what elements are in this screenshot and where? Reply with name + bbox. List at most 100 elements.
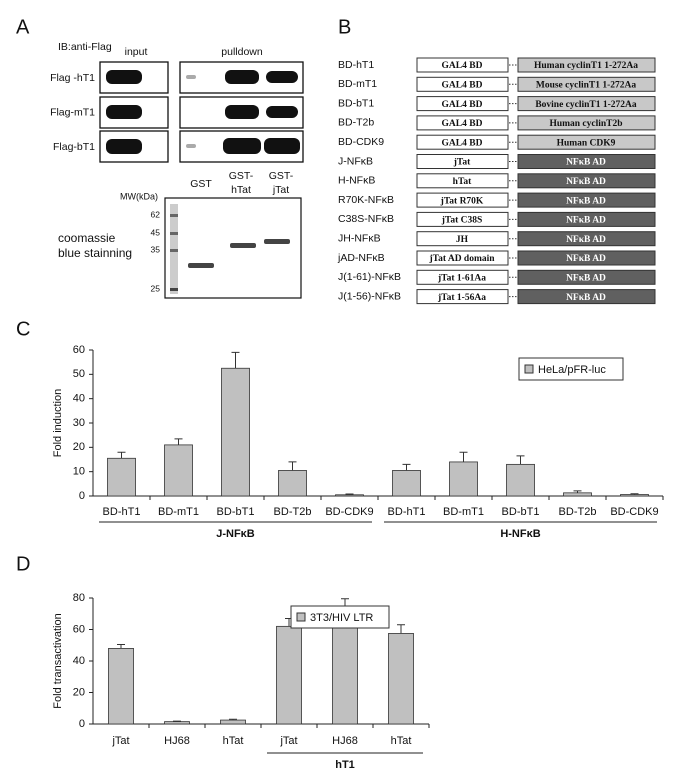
- fusion-label: NFκB AD: [566, 216, 606, 226]
- y-tick-label: 20: [73, 686, 85, 698]
- domain-label: GAL4 BD: [442, 80, 483, 90]
- error-bar: [630, 493, 639, 495]
- error-bar: [573, 490, 582, 493]
- y-tick-label: 10: [73, 466, 85, 478]
- fusion-label: Human cyclinT2b: [549, 119, 622, 129]
- error-bar: [397, 624, 405, 634]
- construct-name: BD-T2b: [338, 117, 374, 129]
- domain-label: GAL4 BD: [442, 119, 483, 129]
- blot-row-label: Flag -hT1: [50, 72, 95, 84]
- x-tick-label: BD-T2b: [274, 506, 312, 518]
- domain-box: [416, 269, 509, 285]
- bar: [276, 625, 302, 725]
- construct-name: J-NFκB: [338, 155, 373, 167]
- construct-name: R70K-NFκB: [338, 194, 394, 206]
- x-tick-label: jTat: [279, 735, 297, 747]
- y-tick-label: 60: [73, 623, 85, 635]
- bar: [563, 492, 592, 497]
- construct-name: jAD-NFκB: [337, 252, 385, 264]
- bar: [506, 463, 535, 497]
- mw-mark: 45: [151, 227, 161, 237]
- panel-letter: B: [338, 16, 351, 38]
- gel-lane-labels: GST GST-hTat GST-jTat: [190, 170, 294, 196]
- y-tick-label: 60: [73, 344, 85, 356]
- y-tick-label: 30: [73, 417, 85, 429]
- blot-bands: [106, 70, 300, 154]
- fusion-box: [517, 154, 656, 169]
- x-tick-label: BD-bT1: [217, 506, 255, 518]
- construct-name: JH-NFκB: [338, 232, 381, 244]
- fusion-box: [517, 76, 656, 92]
- construct-name: BD-bT1: [338, 97, 374, 109]
- blots: [99, 61, 304, 163]
- lane-label: GST: [190, 178, 212, 190]
- blot-frame: [99, 61, 169, 94]
- bar: [164, 444, 193, 497]
- error-bar: [402, 463, 411, 471]
- y-axis-label: Fold transactivation: [52, 613, 64, 708]
- pulldown-label: pulldown: [221, 46, 263, 58]
- x-tick-label: HJ68: [164, 735, 190, 747]
- bar: [221, 367, 250, 497]
- chart: C Fold induction 0 10 20 30 40 50 60 BD-hT1 BD-mT1…: [16, 318, 664, 540]
- bar: [332, 609, 358, 725]
- blot-frame: [179, 96, 304, 129]
- fusion-label: Human CDK9: [557, 138, 616, 148]
- input-label: input: [125, 46, 148, 58]
- domain-label: hTat: [453, 177, 472, 187]
- mw-title: MW(kDa): [120, 191, 158, 201]
- lane-label: GST-: [229, 170, 254, 182]
- domain-box: [416, 76, 509, 92]
- fusion-label: Human cyclinT1 1-272Aa: [534, 61, 638, 71]
- fusion-box: [517, 57, 656, 73]
- fusion-box: [517, 134, 656, 150]
- construct-list: BD-hT1 GAL4 BD Human cyclinT1 1-272Aa BD-mT…: [337, 57, 656, 305]
- marker-band: [170, 249, 178, 252]
- domain-label: GAL4 BD: [442, 61, 483, 71]
- legend-label: HeLa/pFR-luc: [538, 364, 606, 376]
- band: [225, 105, 259, 119]
- fusion-box: [517, 231, 656, 247]
- band: [264, 138, 300, 154]
- domain-box: [416, 231, 509, 247]
- band: [223, 138, 261, 154]
- domain-box: [416, 96, 509, 112]
- fusion-label: Bovine cyclinT1 1-272Aa: [535, 100, 637, 110]
- x-tick-label: hTat: [391, 735, 412, 747]
- fusion-box: [517, 96, 656, 112]
- fusion-box: [517, 211, 656, 227]
- gel-band: [264, 239, 290, 244]
- domain-box: [416, 250, 509, 266]
- stain-line: coomassie: [58, 231, 116, 245]
- mw-mark: 25: [151, 283, 161, 293]
- y-tick-label: 50: [73, 368, 85, 380]
- x-tick-label: BD-mT1: [443, 506, 484, 518]
- x-tick-label: hTat: [223, 735, 244, 747]
- charts: C Fold induction 0 10 20 30 40 50 60 BD-hT1 BD-mT1…: [16, 318, 664, 771]
- domain-label: jTat AD domain: [428, 254, 495, 264]
- lane-label: GST-: [269, 170, 294, 182]
- y-tick-label: 40: [73, 393, 85, 405]
- band: [106, 139, 142, 154]
- fusion-label: NFκB AD: [566, 196, 606, 206]
- fusion-label: NFκB AD: [566, 177, 606, 187]
- mw-markers: 62 45 35 25: [151, 209, 161, 293]
- error-bar: [117, 643, 125, 649]
- panel-letter: A: [16, 16, 30, 38]
- error-bar: [459, 451, 468, 462]
- fusion-box: [517, 269, 656, 285]
- panel-letter: D: [16, 553, 30, 575]
- gel-bands: [170, 204, 290, 294]
- marker-band: [170, 232, 178, 235]
- error-bar: [174, 438, 183, 445]
- panel-letter: C: [16, 318, 30, 340]
- x-tick-label: jTat: [111, 735, 129, 747]
- blot-frame: [179, 130, 304, 163]
- bar: [449, 461, 478, 497]
- mw-mark: 62: [151, 209, 161, 219]
- blot-row-label: Flag-bT1: [53, 141, 95, 153]
- x-tick-label: BD-CDK9: [325, 506, 373, 518]
- group-label: hT1: [335, 759, 355, 771]
- lane-label: jTat: [272, 184, 289, 196]
